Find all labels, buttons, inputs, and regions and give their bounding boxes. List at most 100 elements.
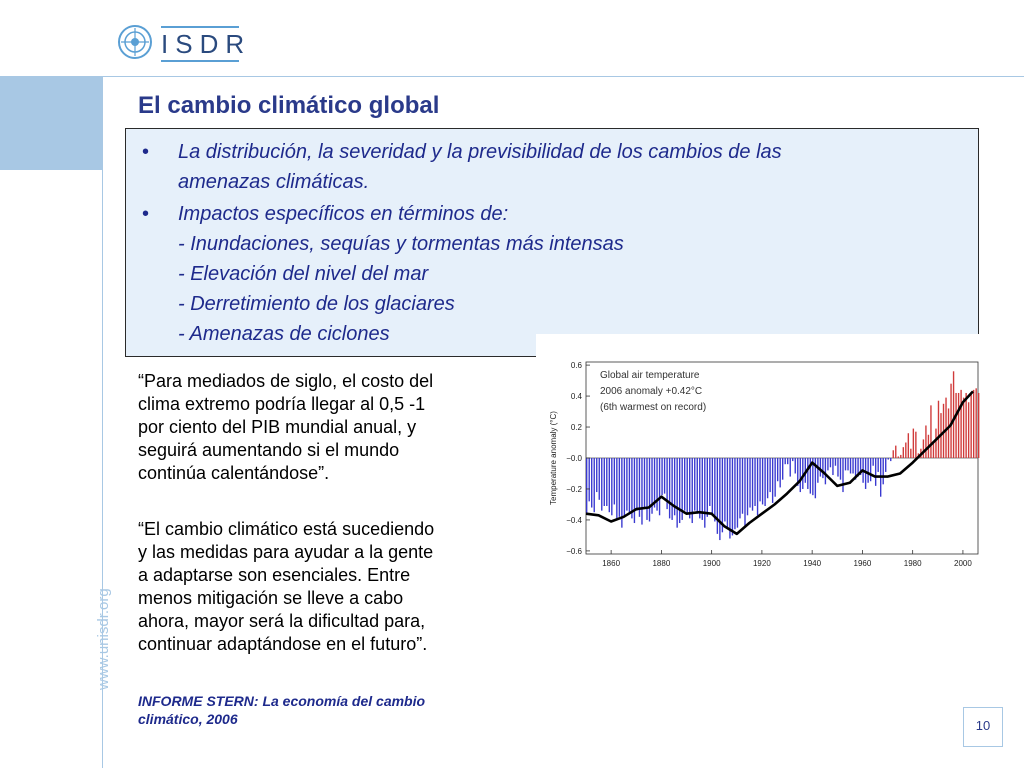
anomaly-bar: [882, 458, 884, 485]
anomaly-bar: [802, 458, 804, 489]
anomaly-bar: [621, 458, 623, 528]
anomaly-bar: [827, 458, 829, 471]
anomaly-bar: [588, 458, 590, 502]
anomaly-bar: [766, 458, 769, 499]
anomaly-bar: [651, 458, 653, 514]
anomaly-bar: [736, 458, 739, 528]
x-tick-label: 1860: [602, 559, 620, 568]
anomaly-bar: [744, 458, 746, 528]
anomaly-bar: [591, 458, 593, 508]
anomaly-bar: [673, 458, 676, 516]
chart-annotation-line: (6th warmest on record): [600, 402, 706, 413]
anomaly-bar: [847, 458, 849, 471]
y-tick-label: 0.6: [571, 361, 583, 370]
anomaly-bar: [829, 458, 832, 468]
bullet-item: • La distribución, la severidad y la pre…: [142, 137, 782, 197]
temperature-chart: 0.6 0.4 0.2 −0.0 −0.2 −0.4 −0.6 1860 1880 1900 192…: [536, 334, 984, 574]
page-number: 10: [963, 707, 1003, 747]
anomaly-bar: [709, 458, 711, 506]
quote-line: “El cambio climático está sucediendo: [138, 519, 435, 539]
anomaly-bar: [694, 458, 696, 511]
anomaly-bar: [872, 458, 874, 466]
anomaly-bar: [975, 388, 977, 458]
anomaly-bar: [817, 458, 819, 483]
bullet-line: Impactos específicos en términos de:: [178, 203, 509, 225]
anomaly-bar: [774, 458, 776, 497]
anomaly-bar: [641, 458, 643, 525]
source-line: climático, 2006: [138, 711, 238, 727]
anomaly-bar: [864, 458, 867, 489]
anomaly-bar: [759, 458, 761, 502]
y-tick-label: 0.2: [571, 423, 583, 432]
bullet-dot: •: [142, 141, 150, 163]
anomaly-bar: [779, 458, 781, 488]
anomaly-bar: [955, 392, 957, 458]
sidebar-divider: [102, 76, 103, 768]
header-divider: [102, 76, 1024, 77]
anomaly-bar: [854, 458, 857, 480]
source-line: INFORME STERN: La economía del cambio: [138, 693, 426, 709]
side-url[interactable]: www.unisdr.org: [95, 588, 112, 690]
chart-annotation-line: 2006 anomaly +0.42°C: [600, 386, 702, 397]
anomaly-bar: [764, 458, 766, 506]
anomaly-bar: [915, 431, 917, 458]
anomaly-bar: [754, 458, 756, 506]
anomaly-bar: [842, 458, 844, 493]
anomaly-bar: [648, 458, 651, 522]
y-tick-label: −0.6: [566, 547, 582, 556]
anomaly-bar: [905, 442, 907, 458]
anomaly-bar: [960, 389, 962, 458]
anomaly-bar: [852, 458, 854, 474]
anomaly-bar: [681, 458, 683, 520]
anomaly-bar: [676, 458, 678, 528]
anomaly-bar: [631, 458, 633, 519]
anomaly-bar: [598, 458, 600, 500]
stern-quote-1: “Para mediados de siglo, el costo del cl…: [138, 370, 433, 485]
anomaly-bar: [613, 458, 616, 505]
anomaly-bar: [932, 440, 935, 458]
anomaly-bar: [656, 458, 658, 511]
anomaly-bar: [601, 458, 603, 511]
anomaly-bar: [706, 458, 708, 517]
x-tick-label: 1920: [753, 559, 771, 568]
anomaly-bar: [814, 458, 817, 499]
isdr-logo: ISDR: [117, 24, 244, 64]
anomaly-bar: [930, 405, 932, 458]
bullet-dot: •: [142, 203, 150, 225]
bullet-box: • La distribución, la severidad y la pre…: [125, 128, 979, 357]
bullet-line: - Elevación del nivel del mar: [178, 263, 429, 285]
x-tick-label: 1980: [904, 559, 922, 568]
anomaly-bar: [611, 458, 613, 516]
bullet-line: - Derretimiento de los glaciares: [178, 293, 455, 315]
anomaly-bar: [678, 458, 681, 524]
anomaly-bar: [910, 448, 912, 458]
quote-line: “Para mediados de siglo, el costo del: [138, 371, 434, 391]
smoothed-series-line: [585, 390, 974, 536]
anomaly-bar: [874, 458, 877, 486]
anomaly-bar: [819, 458, 822, 477]
anomaly-bar: [945, 397, 947, 458]
anomaly-bar: [691, 458, 693, 524]
quote-line: continuar adaptándose en el futuro”.: [138, 634, 428, 654]
anomaly-bar: [719, 458, 721, 541]
anomaly-bar: [746, 458, 749, 516]
bullet-line: - Amenazas de ciclones: [178, 323, 390, 345]
anomaly-bar: [628, 458, 631, 513]
anomaly-bar: [837, 458, 839, 477]
anomaly-bar: [734, 458, 736, 530]
anomaly-bar: [807, 458, 809, 489]
anomaly-bar: [714, 458, 716, 522]
anomaly-bar: [616, 458, 618, 519]
anomaly-bar: [787, 458, 789, 465]
anomaly-bar: [726, 458, 729, 528]
anomaly-bar: [799, 458, 801, 493]
quote-line: ahora, mayor será la dificultad para,: [138, 611, 426, 631]
anomaly-bar: [892, 450, 894, 458]
y-tick-label: 0.4: [571, 392, 583, 401]
anomaly-bar: [586, 458, 588, 514]
anomaly-bar: [724, 458, 726, 522]
bullet-line: - Inundaciones, sequías y tormentas más …: [178, 233, 624, 255]
anomaly-bar: [962, 397, 965, 458]
y-tick-label: −0.4: [566, 516, 582, 525]
anomaly-bar: [885, 458, 887, 472]
